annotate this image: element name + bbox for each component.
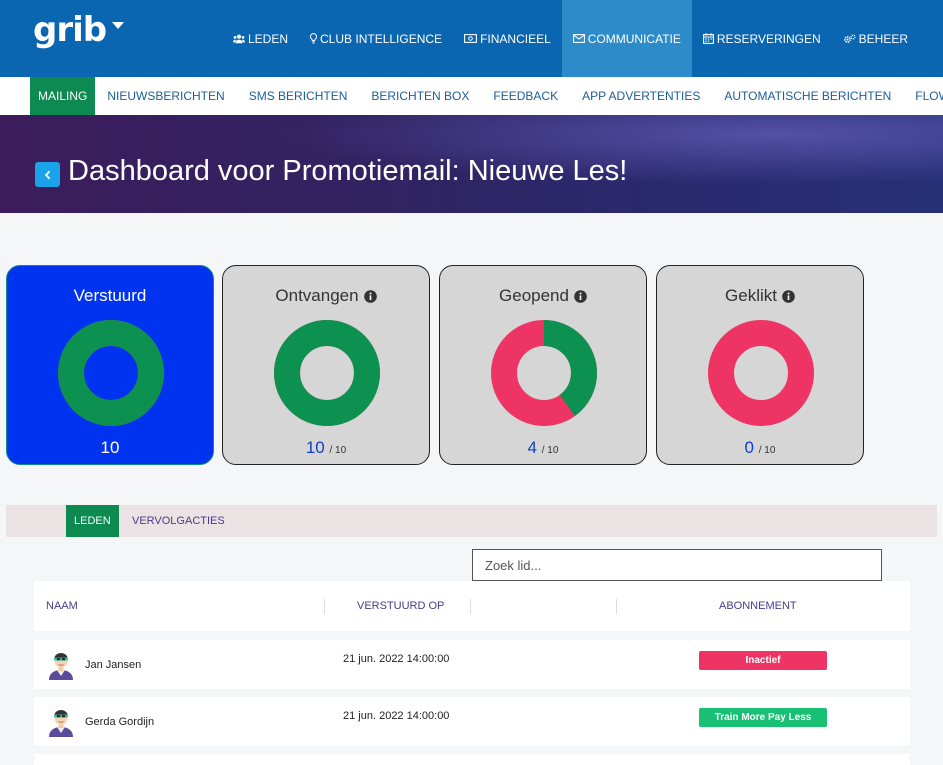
money-icon [464,34,478,43]
cogs-icon [843,33,856,44]
info-icon[interactable] [782,289,795,303]
stat-count: 4 [527,438,538,457]
subnav-item-mailing[interactable]: MAILING [30,77,96,115]
table-row[interactable]: Gerda Gordijn 21 jun. 2022 14:00:00 Trai… [34,697,910,746]
info-icon[interactable] [363,289,377,303]
nav-item-club-intelligence[interactable]: CLUB INTELLIGENCE [299,0,453,77]
stat-total: / 10 [541,445,559,456]
donut-chart [274,320,380,426]
nav-item-label: CLUB INTELLIGENCE [320,31,443,46]
subnav-item-flow[interactable]: FLOW [915,89,943,103]
avatar [49,710,73,737]
table-header: NAAM VERSTUURD OP ABONNEMENT [34,581,910,631]
sub-navigation-bar: MAILING NIEUWSBERICHTEN SMS BERICHTEN BE… [0,77,943,115]
member-name[interactable]: Gerda Gordijn [85,716,155,728]
calendar-icon [702,33,714,44]
chevron-left-icon [44,170,50,179]
top-navigation-bar: grib LEDEN CLUB INTELLIGENCE FINANCIEEL … [0,0,943,77]
stat-total: / 10 [758,445,776,456]
stat-card-geklikt[interactable]: Geklikt 0 / 10 [656,265,864,465]
stat-total: / 10 [329,445,347,456]
column-divider [616,599,617,614]
tab-bar: LEDEN VERVOLGACTIES [6,505,937,537]
info-icon[interactable] [574,289,587,303]
stat-card-ontvangen[interactable]: Ontvangen 10 / 10 [222,265,430,465]
main-menu: LEDEN CLUB INTELLIGENCE FINANCIEEL COMMU… [222,0,919,77]
stat-card-title: Ontvangen [275,286,359,305]
avatar [49,653,73,680]
page-header-banner: Dashboard voor Promotiemail: Nieuwe Les! [0,115,943,213]
nav-item-reserveringen[interactable]: RESERVERINGEN [692,0,832,77]
member-name[interactable]: Jan Jansen [85,659,142,671]
nav-item-beheer[interactable]: BEHEER [832,0,919,77]
tab-leden[interactable]: LEDEN [66,505,119,537]
subnav-item-app-advertenties[interactable]: APP ADVERTENTIES [582,89,701,103]
nav-item-label: COMMUNICATIE [587,31,681,46]
nav-item-label: RESERVERINGEN [716,31,821,46]
users-icon [233,34,245,44]
stat-card-geopend[interactable]: Geopend 4 / 10 [439,265,647,465]
nav-item-financieel[interactable]: FINANCIEEL [453,0,562,77]
nav-item-label: BEHEER [858,31,909,46]
chevron-down-icon[interactable] [112,22,124,29]
subnav-item-automatische-berichten[interactable]: AUTOMATISCHE BERICHTEN [724,89,892,103]
column-header-abonnement[interactable]: ABONNEMENT [719,600,797,612]
stat-count: 10 [100,438,120,457]
page-title: Dashboard voor Promotiemail: Nieuwe Les! [68,155,628,187]
brand-logo[interactable]: grib [33,10,107,50]
stat-card-title: Verstuurd [73,286,147,305]
stat-card-title: Geopend [499,286,569,305]
subnav-item-sms-berichten[interactable]: SMS BERICHTEN [248,89,348,103]
subnav-item-nieuwsberichten[interactable]: NIEUWSBERICHTEN [107,89,225,103]
nav-item-leden[interactable]: LEDEN [222,0,299,77]
column-divider [470,599,471,614]
stat-count: 10 [305,438,325,457]
table-row[interactable]: Jan Jansen 21 jun. 2022 14:00:00 Inactie… [34,640,910,689]
column-header-verstuurd-op[interactable]: VERSTUURD OP [357,600,445,612]
status-badge: Train More Pay Less [699,708,827,727]
donut-chart [708,320,814,426]
back-button[interactable] [35,162,60,187]
status-badge: Inactief [699,651,827,670]
subnav-item-feedback[interactable]: FEEDBACK [493,89,559,103]
nav-item-label: FINANCIEEL [480,31,551,46]
sent-date: 21 jun. 2022 14:00:00 [343,653,450,665]
subnav-item-berichten-box[interactable]: BERICHTEN BOX [371,89,470,103]
table-row[interactable] [34,754,910,765]
tab-vervolgacties[interactable]: VERVOLGACTIES [132,515,225,527]
nav-item-communicatie[interactable]: COMMUNICATIE [561,0,692,77]
column-header-naam[interactable]: NAAM [46,600,78,612]
donut-chart [58,320,164,426]
lightbulb-icon [310,33,317,44]
envelope-icon [572,34,585,43]
search-input[interactable] [472,549,882,581]
donut-chart [491,320,597,426]
sent-date: 21 jun. 2022 14:00:00 [343,710,450,722]
stat-count: 0 [744,438,755,457]
nav-item-label: LEDEN [248,31,289,46]
stat-card-verstuurd[interactable]: Verstuurd 10 [6,265,214,465]
column-divider [324,599,325,614]
stat-card-title: Geklikt [725,286,777,305]
